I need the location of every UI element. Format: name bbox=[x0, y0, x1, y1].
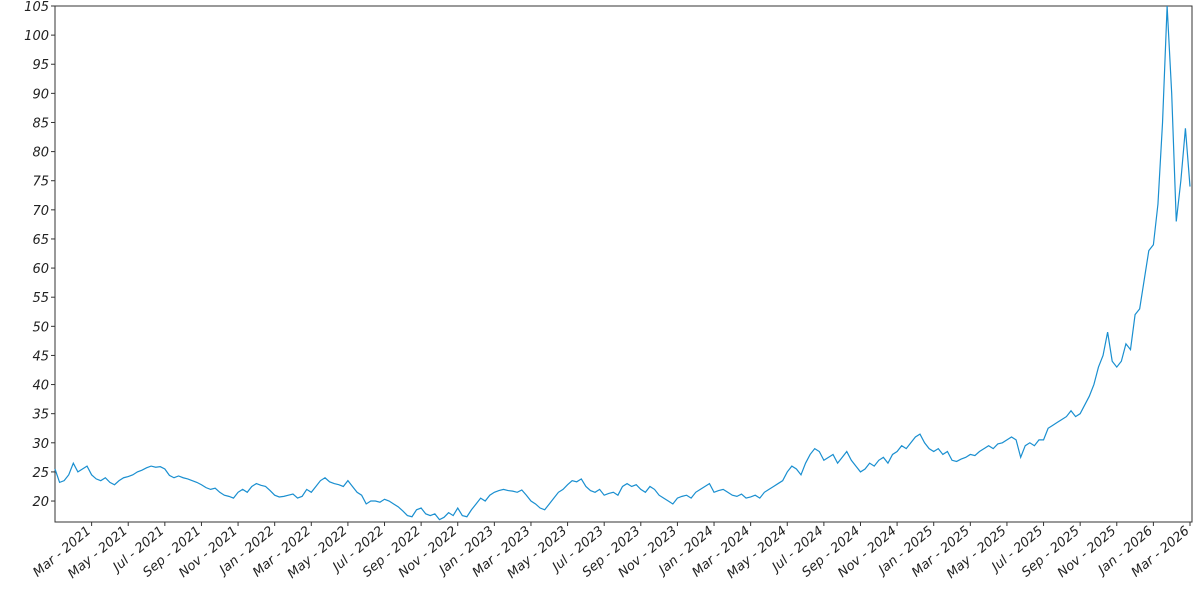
y-tick-label: 70 bbox=[32, 204, 49, 219]
y-tick-label: 95 bbox=[32, 58, 49, 73]
y-tick-label: 60 bbox=[32, 262, 49, 277]
y-tick-label: 25 bbox=[32, 466, 49, 481]
y-tick-label: 50 bbox=[32, 320, 49, 335]
y-tick-label: 85 bbox=[32, 116, 49, 131]
y-tick-label: 75 bbox=[32, 175, 49, 190]
y-tick-label: 65 bbox=[32, 233, 49, 248]
y-tick-label: 30 bbox=[32, 437, 49, 452]
y-tick-label: 20 bbox=[32, 495, 49, 510]
y-tick-label: 40 bbox=[32, 379, 49, 394]
y-tick-label: 80 bbox=[32, 146, 49, 161]
plot-frame bbox=[54, 5, 1193, 523]
y-tick-label: 105 bbox=[24, 0, 49, 15]
y-tick-label: 55 bbox=[32, 291, 49, 306]
y-tick-label: 35 bbox=[32, 408, 49, 423]
y-tick-label: 100 bbox=[24, 29, 49, 44]
price-line bbox=[54, 5, 1191, 521]
y-tick-label: 45 bbox=[32, 349, 49, 364]
y-tick-label: 90 bbox=[32, 87, 49, 102]
